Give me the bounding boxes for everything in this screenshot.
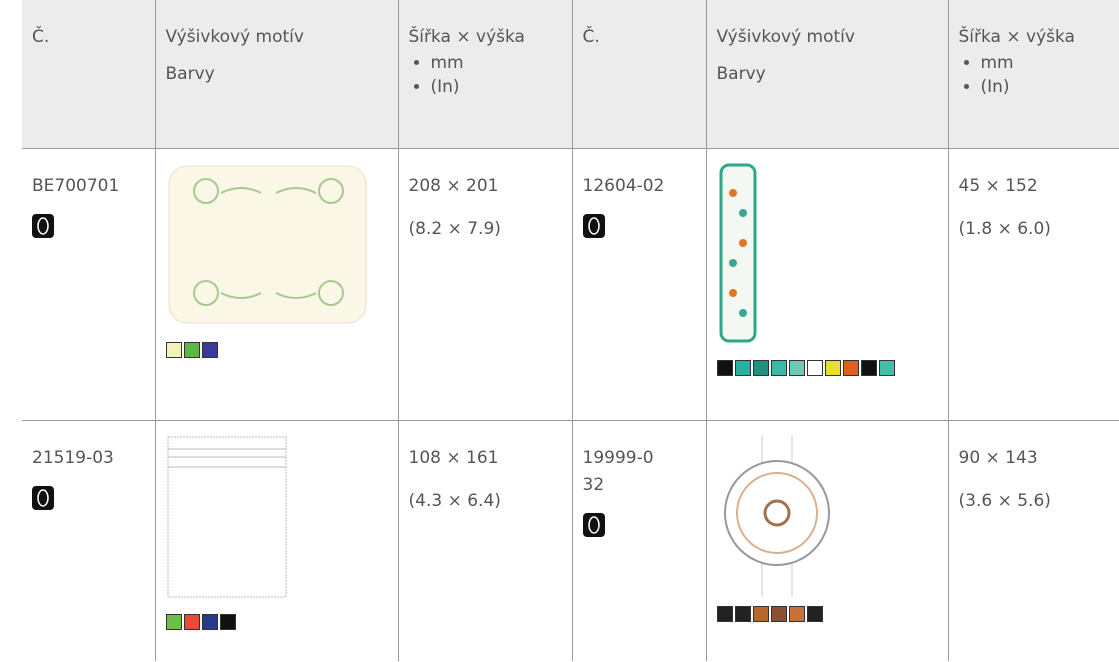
size-in: (1.8 × 6.0) — [958, 218, 1051, 239]
motif-image — [167, 436, 286, 597]
color-swatches — [165, 613, 356, 630]
size-mm: 208 × 201 — [408, 175, 499, 196]
motif-id: 12604-02 — [582, 175, 665, 196]
color-swatches — [165, 341, 356, 358]
size-in: (3.6 × 5.6) — [958, 490, 1051, 511]
color-swatches — [716, 605, 907, 622]
header-bullet: mm — [981, 51, 1110, 75]
cell: 21519-03 — [22, 420, 155, 661]
header-cell: Č. — [571, 0, 706, 148]
motif-image — [168, 165, 366, 323]
header-title: Č. — [582, 27, 600, 47]
size-in: (4.3 × 6.4) — [408, 490, 501, 511]
hoop-icon — [582, 512, 605, 537]
header-sub: Barvy — [165, 64, 215, 84]
cell: 208 × 201 (8.2 × 7.9) — [397, 148, 572, 420]
header-cell: Výšivkový motív Barvy — [705, 0, 948, 148]
cell: 45 × 152 (1.8 × 6.0) — [947, 148, 1119, 420]
size-mm: 90 × 143 — [958, 447, 1038, 468]
header-bullet: (In) — [431, 75, 562, 99]
header-cell: Šířka × výška mm(In) — [947, 0, 1119, 148]
cell: BE700701 — [22, 148, 155, 420]
motif-id: 19999-032 — [582, 447, 654, 495]
header-title: Výšivkový motív — [716, 27, 855, 47]
size-mm: 45 × 152 — [958, 175, 1038, 196]
cell: 19999-032 — [571, 420, 706, 661]
motif-id: BE700701 — [32, 175, 120, 196]
header-title: Šířka × výška — [408, 27, 525, 47]
row: 21519-03 108 × 161 (4.3 × 6.4) 19999-032 … — [22, 420, 1119, 661]
cell — [154, 420, 398, 661]
motif-image — [723, 434, 830, 597]
color-swatches — [716, 359, 907, 376]
cell — [705, 148, 948, 420]
size-in: (8.2 × 7.9) — [408, 218, 501, 239]
cell: 90 × 143 (3.6 × 5.6) — [947, 420, 1119, 661]
header-cell: Šířka × výška mm(In) — [397, 0, 572, 148]
header-title: Výšivkový motív — [165, 27, 304, 47]
header-title: Šířka × výška — [958, 27, 1075, 47]
header-sub: Barvy — [716, 64, 766, 84]
row: BE700701 208 × 201 (8.2 × 7.9) 12604-02 4… — [22, 148, 1119, 420]
hoop-icon — [32, 213, 54, 238]
hoop-icon — [582, 213, 605, 238]
hoop-icon — [32, 485, 54, 510]
header-cell: Č. — [22, 0, 155, 148]
header-cell: Výšivkový motív Barvy — [154, 0, 398, 148]
size-mm: 108 × 161 — [408, 447, 499, 468]
header-title: Č. — [32, 27, 50, 47]
header-bullet: (In) — [981, 75, 1110, 99]
header-bullet: mm — [431, 51, 562, 75]
cell — [154, 148, 398, 420]
motif-image — [719, 163, 756, 342]
cell: 12604-02 — [571, 148, 706, 420]
cell — [705, 420, 948, 661]
motif-id: 21519-03 — [32, 447, 114, 468]
cell: 108 × 161 (4.3 × 6.4) — [397, 420, 572, 661]
